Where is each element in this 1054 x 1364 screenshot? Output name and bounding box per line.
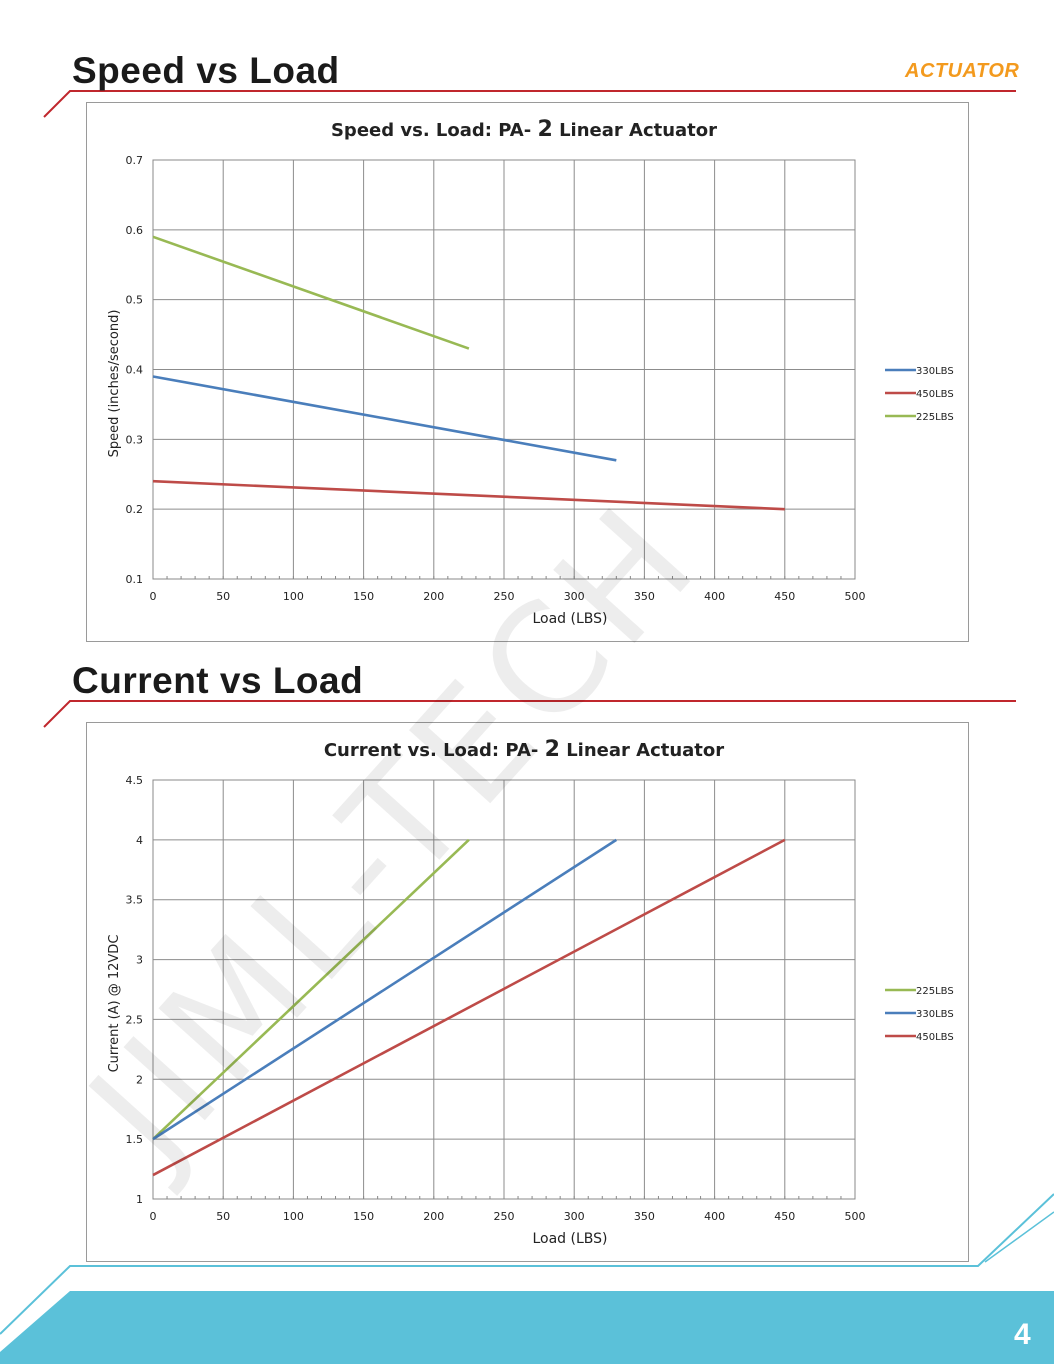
x-tick-label: 100: [283, 590, 304, 603]
chart-title-text: Speed vs. Load: PA-: [331, 120, 538, 141]
legend-label: 330LBS: [916, 1009, 954, 1020]
series-line-450LBS: [152, 838, 786, 1177]
legend-label: 450LBS: [916, 1032, 954, 1043]
chart-title-number: 2: [545, 737, 560, 762]
y-axis-label: Speed (inches/second): [107, 310, 122, 458]
chart-title-text: Current vs. Load: PA-: [324, 740, 545, 761]
x-tick-label: 250: [494, 590, 515, 603]
section-title-current: Current vs Load: [72, 660, 364, 701]
y-tick-label: 1: [136, 1193, 143, 1206]
series-line-225LBS: [152, 838, 470, 1141]
speed-chart: Speed vs. Load: PA- 2 Linear Actuator 0 50…: [86, 102, 969, 642]
x-tick-label: 250: [494, 1210, 515, 1223]
footer-accent-line-2: [984, 1211, 1054, 1263]
x-tick-label: 200: [423, 1210, 444, 1223]
y-tick-label: 0.4: [126, 364, 144, 377]
x-tick-label: 450: [774, 1210, 795, 1223]
y-tick-label: 0.7: [126, 154, 144, 167]
chart-title: Speed vs. Load: PA- 2 Linear Actuator: [331, 117, 717, 142]
legend-label: 225LBS: [916, 412, 954, 423]
x-tick-label: 300: [564, 1210, 585, 1223]
y-tick-label: 3: [136, 954, 143, 967]
series-line-330LBS: [152, 838, 618, 1141]
x-tick-label: 350: [634, 590, 655, 603]
x-tick-label: 100: [283, 1210, 304, 1223]
speed-chart-svg: Speed vs. Load: PA- 2 Linear Actuator 0 50…: [107, 117, 954, 627]
chart-title: Current vs. Load: PA- 2 Linear Actuator: [324, 737, 724, 762]
x-tick-label: 400: [704, 590, 725, 603]
chart-title-tail: Linear Actuator: [560, 740, 724, 761]
current-chart-svg: Current vs. Load: PA- 2 Linear Actuator 0…: [107, 737, 954, 1247]
x-tick-label: 50: [216, 590, 230, 603]
y-tick-label: 1.5: [126, 1133, 144, 1146]
y-tick-label: 0.3: [126, 433, 144, 446]
x-tick-label: 0: [150, 590, 157, 603]
x-tick-label: 200: [423, 590, 444, 603]
series-line-225LBS: [152, 235, 470, 350]
x-tick-label: 50: [216, 1210, 230, 1223]
chart-title-tail: Linear Actuator: [553, 120, 717, 141]
x-axis-label: Load (LBS): [532, 1231, 607, 1247]
brand-logo: ACTUATOR: [905, 60, 1020, 82]
series-line-330LBS: [152, 375, 617, 462]
x-tick-label: 500: [845, 1210, 866, 1223]
x-tick-label: 150: [353, 1210, 374, 1223]
chart-title-number: 2: [537, 117, 552, 142]
y-tick-label: 2: [136, 1073, 143, 1086]
legend-label: 225LBS: [916, 986, 954, 997]
y-tick-label: 4.5: [126, 774, 144, 787]
footer-band: [0, 1291, 1054, 1364]
y-tick-label: 0.2: [126, 503, 144, 516]
header-rule-middle: [43, 700, 1016, 728]
page-number: 4: [1014, 1318, 1031, 1351]
y-axis-label: Current (A) @ 12VDC: [107, 935, 122, 1073]
series-line-450LBS: [152, 479, 785, 511]
legend-label: 330LBS: [916, 366, 954, 377]
x-tick-label: 450: [774, 590, 795, 603]
header-rule-top: [43, 90, 1016, 118]
current-chart: Current vs. Load: PA- 2 Linear Actuator 0…: [86, 722, 969, 1262]
footer-accent-line: [0, 1193, 1054, 1335]
legend-label: 450LBS: [916, 389, 954, 400]
y-tick-label: 4: [136, 834, 143, 847]
y-tick-label: 3.5: [126, 894, 144, 907]
x-tick-label: 400: [704, 1210, 725, 1223]
x-tick-label: 300: [564, 590, 585, 603]
x-axis-label: Load (LBS): [532, 611, 607, 627]
x-tick-label: 150: [353, 590, 374, 603]
x-tick-label: 500: [845, 590, 866, 603]
x-tick-label: 350: [634, 1210, 655, 1223]
y-tick-label: 0.1: [126, 573, 144, 586]
y-tick-label: 2.5: [126, 1013, 144, 1026]
y-tick-label: 0.5: [126, 294, 144, 307]
y-tick-label: 0.6: [126, 224, 144, 237]
section-title-speed: Speed vs Load: [72, 50, 340, 91]
x-tick-label: 0: [150, 1210, 157, 1223]
